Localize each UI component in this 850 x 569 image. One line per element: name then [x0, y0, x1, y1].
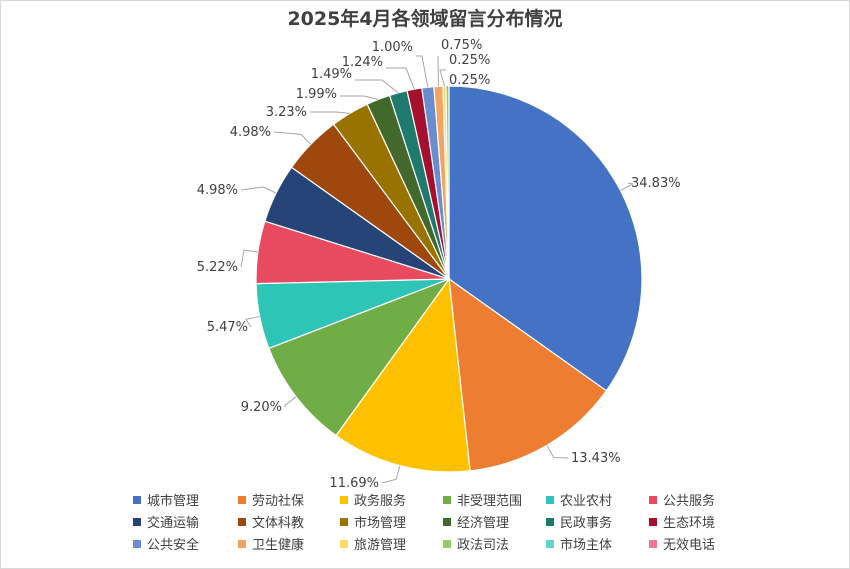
legend-swatch-16 [443, 540, 451, 548]
pie-slice-4 [268, 277, 451, 437]
legend-swatch-15 [340, 540, 348, 548]
legend-label-6: 公共服务 [663, 493, 715, 509]
leader-line-12 [386, 67, 415, 90]
pie-slice-3 [335, 277, 471, 473]
leader-line-10 [340, 95, 379, 100]
leader-line-13 [416, 55, 429, 88]
legend-swatch-8 [238, 518, 246, 526]
legend-label-11: 民政事务 [560, 515, 612, 531]
legend-label-10: 经济管理 [457, 516, 509, 531]
data-label-9: 3.23% [266, 105, 307, 120]
legend-label-8: 文体科教 [252, 515, 304, 531]
data-label-11: 1.49% [311, 67, 352, 82]
pie-slices [255, 85, 643, 473]
legend-label-3: 政务服务 [354, 493, 406, 509]
legend-label-2: 劳动社保 [252, 493, 304, 509]
legend-label-9: 市场管理 [354, 515, 406, 531]
legend-swatch-11 [546, 518, 554, 526]
pie-slice-1 [448, 85, 643, 392]
data-label-15: 0.25% [449, 53, 490, 68]
legend-label-16: 政法司法 [457, 538, 509, 553]
pie-slice-2 [448, 277, 608, 472]
legend-label-1: 城市管理 [147, 493, 199, 509]
leader-line-1 [620, 182, 635, 191]
leader-line-16 [446, 85, 448, 89]
data-label-14: 0.75% [441, 38, 482, 53]
legend-swatch-18 [649, 540, 657, 548]
legend-swatch-1 [133, 496, 141, 504]
leader-lines [240, 55, 635, 484]
data-label-13: 1.00% [372, 40, 413, 55]
legend-swatch-12 [649, 518, 657, 526]
chart-title: 2025年4月各领域留言分布情况 [287, 7, 562, 30]
legend-swatch-13 [133, 540, 141, 548]
data-label-8: 4.98% [230, 125, 271, 140]
leader-line-5 [245, 316, 260, 328]
leader-line-9 [310, 111, 350, 114]
legend-swatch-2 [238, 496, 246, 504]
legend-label-12: 生态环境 [663, 516, 715, 531]
data-label-2: 13.43% [571, 451, 621, 466]
legend-label-15: 旅游管理 [354, 538, 406, 553]
legend-swatch-17 [546, 540, 554, 548]
data-label-5: 5.47% [207, 320, 248, 335]
leader-line-8 [273, 131, 312, 145]
data-label-12: 1.24% [342, 55, 383, 70]
data-label-3: 11.69% [329, 476, 379, 491]
legend-label-13: 公共安全 [147, 537, 199, 553]
leader-line-15 [439, 69, 446, 87]
leader-line-7 [240, 186, 277, 194]
legend-swatch-5 [546, 496, 554, 504]
data-label-10: 1.99% [296, 87, 337, 102]
legend-swatch-10 [443, 518, 451, 526]
data-label-16: 0.25% [449, 73, 490, 88]
legend-label-17: 市场主体 [560, 537, 612, 553]
leader-line-11 [355, 79, 399, 94]
legend-label-5: 农业农村 [560, 494, 612, 509]
leader-line-4 [284, 396, 297, 407]
legend-swatch-3 [340, 496, 348, 504]
data-labels: 34.83% 13.43% 11.69% 9.20% 5.47% 5.22% 4.98% 4.… [197, 38, 681, 491]
data-label-1: 34.83% [631, 176, 681, 191]
legend-label-18: 无效电话 [663, 538, 715, 553]
legend-label-4: 非受理范围 [457, 494, 522, 509]
leader-line-2 [546, 445, 569, 459]
legend-swatch-9 [340, 518, 348, 526]
legend-swatch-4 [443, 496, 451, 504]
legend-swatch-7 [133, 518, 141, 526]
legend-swatch-14 [238, 540, 246, 548]
data-label-7: 4.98% [197, 183, 238, 198]
legend-label-14: 卫生健康 [252, 537, 304, 553]
leader-line-3 [381, 465, 401, 484]
legend-swatch-6 [649, 496, 657, 504]
legend-label-7: 交通运输 [147, 515, 199, 531]
leader-line-6 [240, 249, 258, 268]
data-label-6: 5.22% [197, 260, 238, 275]
data-label-4: 9.20% [241, 400, 282, 415]
